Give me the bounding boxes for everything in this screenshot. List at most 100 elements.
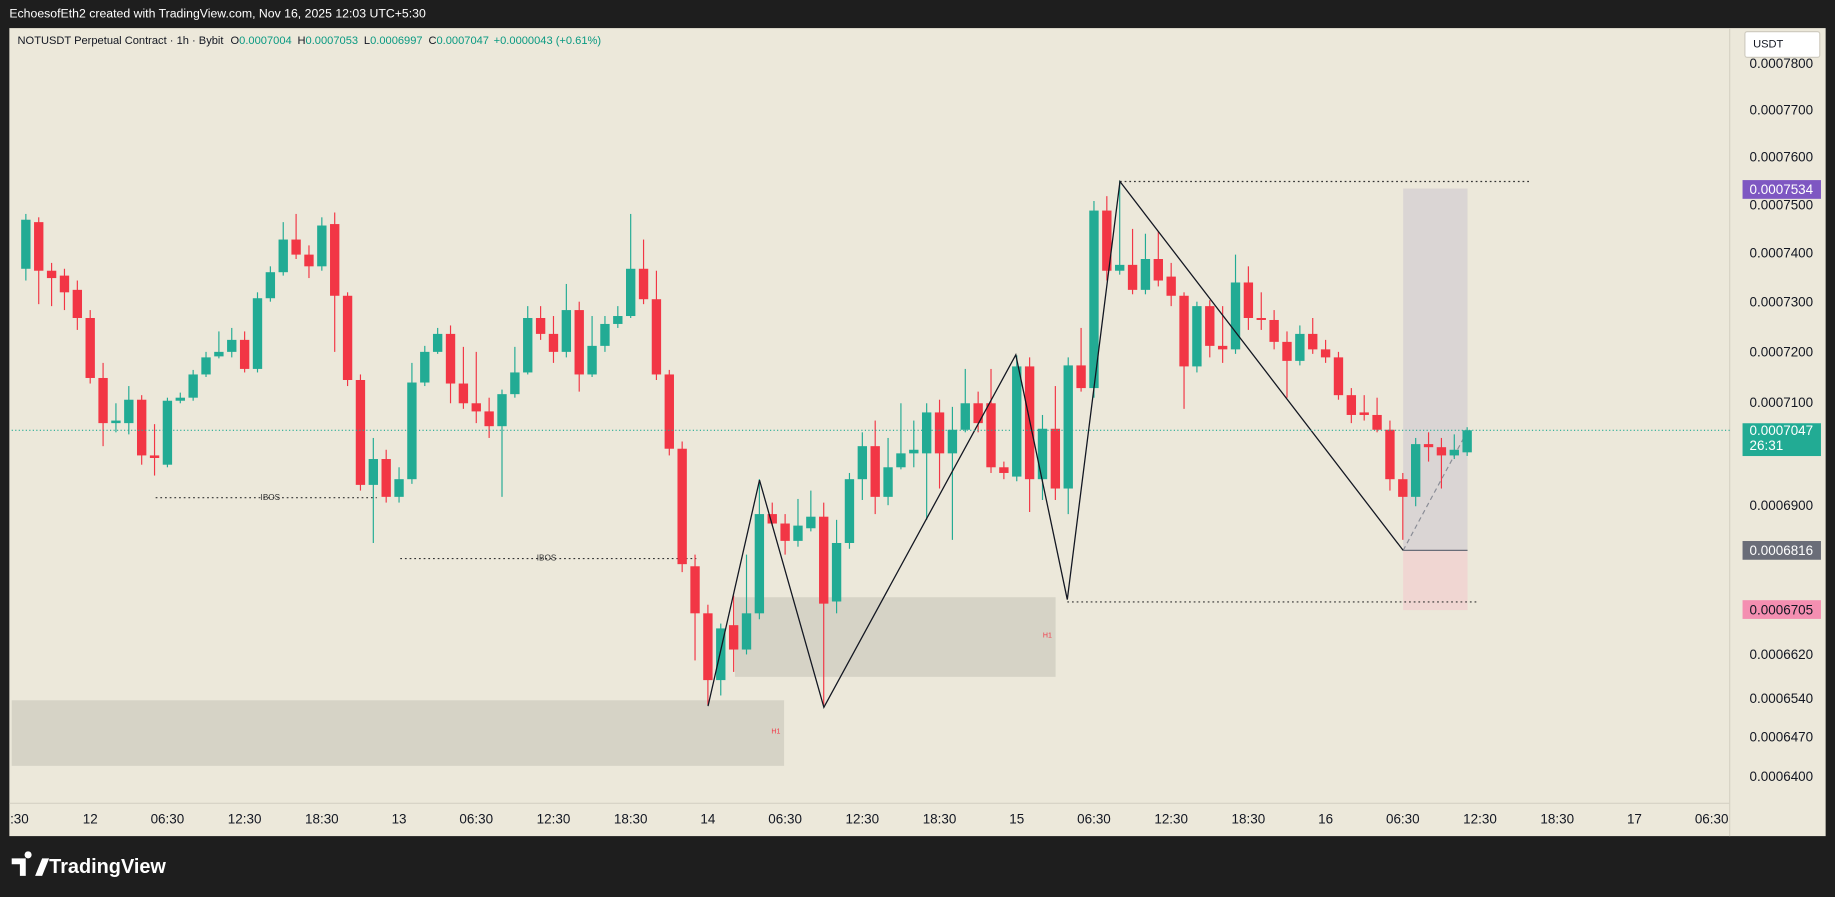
candle-body <box>754 514 765 614</box>
candle-body <box>471 403 481 412</box>
x-tick-label: 06:30 <box>151 811 185 826</box>
x-tick-label: 06:30 <box>459 811 493 826</box>
x-tick-label: 13 <box>392 811 407 826</box>
zone-label: H1 <box>1043 633 1052 640</box>
candle-body <box>1359 412 1369 415</box>
candle-body <box>420 351 430 383</box>
candle-body <box>59 275 70 293</box>
candle-body <box>1372 414 1382 430</box>
y-tick-label: 0.0006470 <box>1750 730 1814 745</box>
key: O <box>231 35 240 47</box>
candle-body <box>703 613 713 681</box>
candle-body <box>819 516 829 604</box>
candle-body <box>1295 333 1305 361</box>
candle-body <box>252 298 263 369</box>
x-tick-label: 06:30 <box>768 811 802 826</box>
candle-body <box>445 333 456 384</box>
candle-body <box>175 397 185 401</box>
candle-body <box>1179 295 1189 367</box>
brand: TradingView <box>49 856 166 878</box>
candle-body <box>227 339 237 352</box>
x-tick-label: 12 <box>83 811 98 826</box>
candle-body <box>111 420 121 424</box>
y-tick-label: 0.0007500 <box>1750 197 1814 212</box>
zone-label: H1 <box>771 729 780 736</box>
y-tick-label: 0.0007800 <box>1750 56 1814 71</box>
candle-body <box>1320 349 1331 358</box>
x-tick-label: 15 <box>1009 811 1024 826</box>
y-tick-label: 0.0007700 <box>1750 102 1814 117</box>
candle-body <box>1076 365 1086 389</box>
drawings: H1 H1 IBOS IBOS <box>11 180 1530 766</box>
candle-body <box>162 400 173 465</box>
x-tick-label: 16 <box>1318 811 1333 826</box>
price-label-box <box>1742 180 1821 199</box>
position-path <box>1402 430 1469 551</box>
y-tick-label: 0.0007400 <box>1750 246 1814 261</box>
candle-body <box>664 374 674 449</box>
candle-body <box>1423 444 1434 448</box>
candle-body <box>136 399 147 456</box>
candle-body <box>432 333 443 352</box>
candle-body <box>201 357 211 375</box>
candle-body <box>960 403 970 430</box>
candle-body <box>1102 210 1112 271</box>
candle-body <box>844 479 855 543</box>
candle-body <box>535 318 546 334</box>
candle-body <box>690 566 700 614</box>
candle-body <box>806 516 816 529</box>
x-tick-label: 18:30 <box>1232 811 1266 826</box>
candle-body <box>1243 282 1254 319</box>
x-tick-label: 12:30 <box>1154 811 1188 826</box>
x-tick-label: :30 <box>10 811 29 826</box>
y-tick-label: 0.0006620 <box>1750 647 1814 662</box>
candle-body <box>265 272 276 299</box>
candle-body <box>394 479 404 497</box>
candle-body <box>278 239 288 273</box>
candle-body <box>458 383 469 404</box>
candle-body <box>934 412 945 454</box>
candle-body <box>1256 318 1266 320</box>
zone <box>11 700 785 766</box>
candle-body <box>1436 447 1447 456</box>
zigzag <box>707 179 1404 709</box>
candle-body <box>741 613 752 650</box>
price-label-box <box>1742 541 1821 560</box>
candle-body <box>1333 357 1344 396</box>
x-tick-label: 18:30 <box>305 811 339 826</box>
ibos-label: IBOS <box>261 493 281 502</box>
candle-body <box>510 372 520 395</box>
zone <box>734 597 1056 677</box>
currency[interactable]: USDT <box>1753 38 1783 50</box>
candle-body <box>857 446 868 480</box>
currency-box[interactable] <box>1744 31 1821 58</box>
candle-body <box>1230 282 1241 350</box>
candle-body <box>317 225 327 267</box>
x-tick-label: 12:30 <box>228 811 262 826</box>
candle-body <box>677 448 687 565</box>
x-tick-label: 18:30 <box>1540 811 1574 826</box>
high-value: 0.0007053 <box>306 35 358 47</box>
legend: NOTUSDT Perpetual Contract · 1h · Bybit O… <box>18 35 602 47</box>
candle-body <box>21 219 31 269</box>
candle-body <box>638 268 649 300</box>
countdown: 26:31 <box>1750 438 1784 453</box>
x-tick-label: 12:30 <box>537 811 571 826</box>
candle-body <box>188 374 198 398</box>
key: L <box>364 35 370 47</box>
y-tick-label: 0.0007100 <box>1750 395 1814 410</box>
candle-body <box>342 295 353 380</box>
low-value: 0.0006997 <box>370 35 422 47</box>
candle-body <box>214 351 224 357</box>
candle-body <box>870 446 880 497</box>
candle-body <box>1012 366 1022 477</box>
logo-mark <box>11 851 50 876</box>
change: +0.0000043 (+0.61%) <box>494 35 602 47</box>
y-tick-label: 0.0006540 <box>1750 691 1814 706</box>
brand-logo: TradingView <box>11 851 166 878</box>
candle-body <box>1050 428 1061 489</box>
candle-body <box>896 453 906 468</box>
candle-body <box>368 459 378 485</box>
x-tick-label: 12:30 <box>1463 811 1497 826</box>
